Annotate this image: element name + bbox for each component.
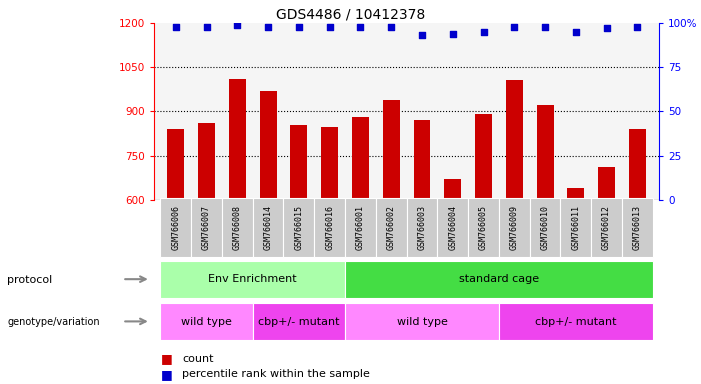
- Text: GSM766013: GSM766013: [633, 205, 642, 250]
- Bar: [561, 198, 591, 257]
- Bar: [161, 198, 191, 257]
- Text: GDS4486 / 10412378: GDS4486 / 10412378: [276, 8, 425, 22]
- Point: [293, 23, 304, 30]
- Point: [262, 23, 273, 30]
- Point: [447, 31, 458, 37]
- Text: cbp+/- mutant: cbp+/- mutant: [258, 316, 339, 327]
- Point: [601, 25, 612, 31]
- Text: cbp+/- mutant: cbp+/- mutant: [535, 316, 617, 327]
- Point: [416, 32, 428, 38]
- Bar: [314, 198, 345, 257]
- Bar: [475, 114, 492, 200]
- Text: wild type: wild type: [397, 316, 447, 327]
- Text: GSM766004: GSM766004: [448, 205, 457, 250]
- Text: GSM766003: GSM766003: [418, 205, 426, 250]
- Bar: [345, 303, 499, 340]
- Bar: [414, 120, 430, 200]
- Bar: [591, 198, 622, 257]
- Bar: [161, 261, 345, 298]
- Bar: [376, 198, 407, 257]
- Point: [509, 23, 520, 30]
- Text: GSM766009: GSM766009: [510, 205, 519, 250]
- Point: [170, 23, 182, 30]
- Point: [540, 23, 551, 30]
- Bar: [321, 127, 338, 200]
- Bar: [437, 198, 468, 257]
- Text: GSM766007: GSM766007: [202, 205, 211, 250]
- Text: standard cage: standard cage: [459, 274, 539, 285]
- Bar: [345, 198, 376, 257]
- Text: GSM766008: GSM766008: [233, 205, 242, 250]
- Bar: [222, 198, 252, 257]
- Bar: [407, 198, 437, 257]
- Text: GSM766010: GSM766010: [540, 205, 550, 250]
- Bar: [345, 261, 653, 298]
- Text: wild type: wild type: [181, 316, 232, 327]
- Point: [355, 23, 366, 30]
- Point: [570, 29, 581, 35]
- Text: GSM766002: GSM766002: [387, 205, 395, 250]
- Bar: [499, 303, 653, 340]
- Bar: [252, 303, 345, 340]
- Text: genotype/variation: genotype/variation: [7, 317, 100, 327]
- Bar: [530, 198, 561, 257]
- Bar: [198, 123, 215, 200]
- Text: ■: ■: [161, 368, 173, 381]
- Bar: [191, 198, 222, 257]
- Bar: [499, 198, 530, 257]
- Text: GSM766001: GSM766001: [356, 205, 365, 250]
- Text: GSM766012: GSM766012: [602, 205, 611, 250]
- Point: [324, 23, 335, 30]
- Text: percentile rank within the sample: percentile rank within the sample: [182, 369, 370, 379]
- Text: GSM766015: GSM766015: [294, 205, 304, 250]
- Bar: [506, 81, 523, 200]
- Text: GSM766005: GSM766005: [479, 205, 488, 250]
- Text: GSM766006: GSM766006: [171, 205, 180, 250]
- Bar: [290, 124, 307, 200]
- Bar: [229, 79, 246, 200]
- Text: GSM766011: GSM766011: [571, 205, 580, 250]
- Point: [201, 23, 212, 30]
- Point: [232, 22, 243, 28]
- Bar: [444, 179, 461, 200]
- Text: count: count: [182, 354, 214, 364]
- Bar: [536, 106, 554, 200]
- Bar: [283, 198, 314, 257]
- Bar: [383, 99, 400, 200]
- Text: GSM766014: GSM766014: [264, 205, 273, 250]
- Bar: [161, 303, 252, 340]
- Bar: [629, 129, 646, 200]
- Text: protocol: protocol: [7, 275, 53, 285]
- Bar: [468, 198, 499, 257]
- Bar: [168, 129, 184, 200]
- Text: Env Enrichment: Env Enrichment: [208, 274, 297, 285]
- Bar: [252, 198, 283, 257]
- Point: [478, 29, 489, 35]
- Bar: [622, 198, 653, 257]
- Bar: [598, 167, 615, 200]
- Text: GSM766016: GSM766016: [325, 205, 334, 250]
- Bar: [259, 91, 277, 200]
- Bar: [352, 117, 369, 200]
- Bar: [567, 188, 585, 200]
- Text: ■: ■: [161, 353, 173, 366]
- Point: [386, 23, 397, 30]
- Point: [632, 23, 643, 30]
